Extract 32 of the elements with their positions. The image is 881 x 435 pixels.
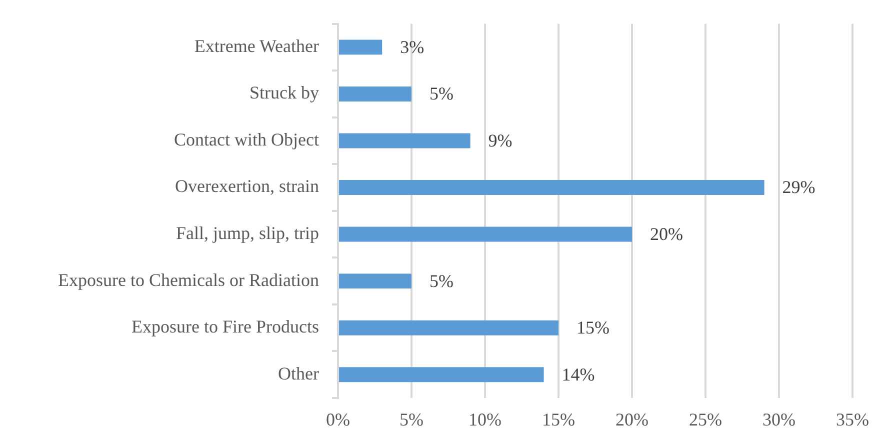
bar — [339, 226, 632, 242]
bar — [339, 367, 544, 382]
data-label: 5% — [430, 84, 454, 104]
data-label: 9% — [488, 130, 512, 150]
x-tick-label: 35% — [836, 410, 870, 430]
y-tick-label: Other — [278, 363, 320, 384]
bar — [339, 133, 470, 148]
x-tick-label: 20% — [616, 410, 648, 430]
bar — [339, 320, 558, 336]
y-tick-label: Extreme Weather — [194, 36, 320, 56]
y-tick-label: Struck by — [250, 82, 319, 103]
data-label: 29% — [782, 177, 816, 198]
x-tick-label: 25% — [689, 410, 722, 430]
x-tick-label: 5% — [400, 410, 424, 430]
bar — [339, 180, 764, 195]
data-label: 20% — [650, 224, 683, 244]
y-tick-label: Exposure to Fire Products — [132, 316, 319, 337]
bar — [339, 86, 412, 102]
bar — [339, 274, 412, 289]
x-tick-label: 30% — [762, 410, 796, 430]
y-tick-label: Exposure to Chemicals or Radiation — [58, 270, 319, 290]
bar — [339, 40, 382, 55]
data-label: 14% — [562, 364, 595, 384]
data-label: 15% — [576, 318, 610, 338]
y-tick-label: Overexertion, strain — [175, 176, 319, 196]
y-tick-label: Contact with Object — [174, 129, 319, 150]
x-tick-label: 10% — [468, 410, 502, 430]
data-label: 5% — [430, 270, 454, 291]
data-label: 3% — [400, 36, 424, 57]
x-tick-label: 15% — [542, 410, 575, 430]
y-tick-label: Fall, jump, slip, trip — [176, 223, 319, 244]
x-tick-label: 0% — [326, 410, 350, 430]
